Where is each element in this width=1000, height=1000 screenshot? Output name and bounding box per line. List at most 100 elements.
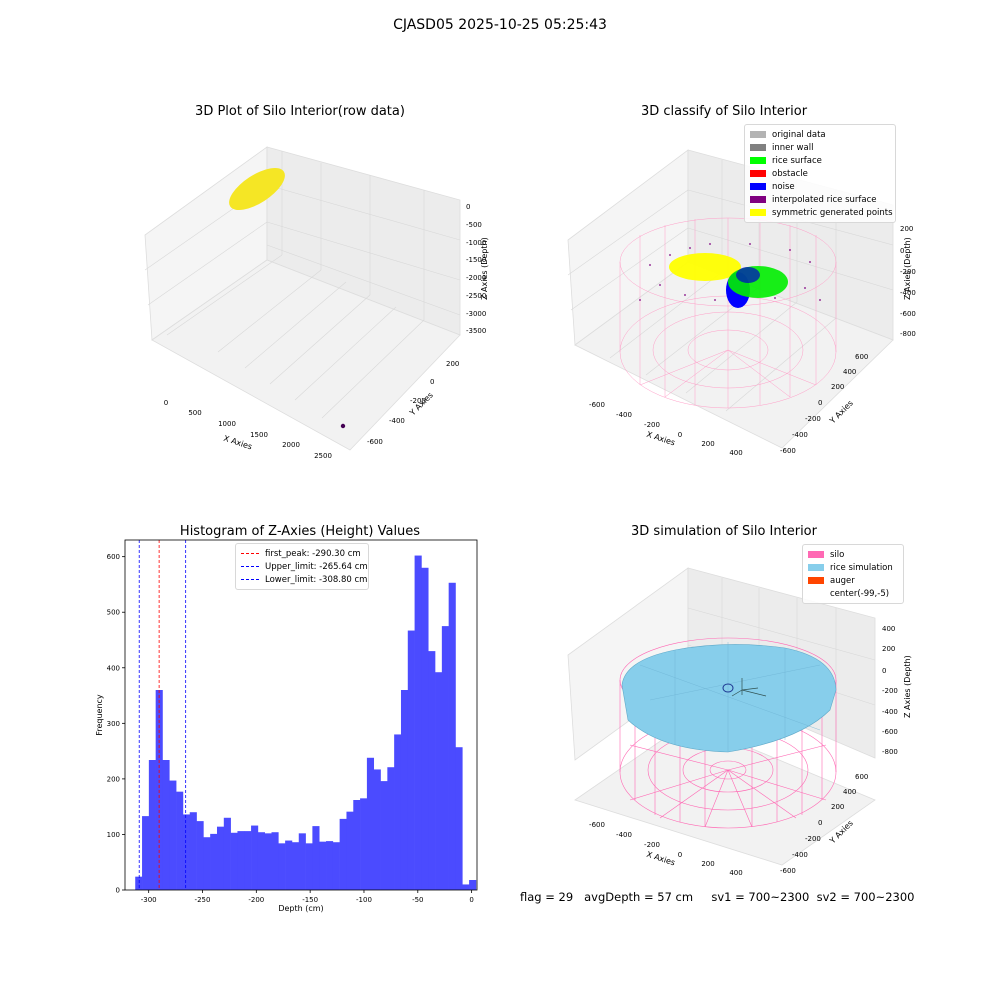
panel1-ztick: -3500 <box>466 327 486 335</box>
panel4-center-marker <box>722 683 734 693</box>
panel1-xtick: 2000 <box>282 441 300 449</box>
panel2-ytick: -200 <box>805 415 821 423</box>
panel2-zlabel: Z Axies (Depth) <box>903 237 912 300</box>
panel2-title: 3D classify of Silo Interior <box>640 104 808 119</box>
panel1-xtick: 1500 <box>250 431 268 439</box>
xtick-label: 0 <box>469 896 473 904</box>
panel1-xtick: 0 <box>164 399 168 407</box>
histogram-bar <box>400 690 409 890</box>
histogram-bar <box>366 757 375 890</box>
legend-entry: rice simulation <box>808 561 898 574</box>
panel2-xtick: -200 <box>644 421 660 429</box>
histogram-bar <box>148 760 156 890</box>
legend-swatch <box>750 183 766 190</box>
histogram-bar <box>237 831 245 890</box>
xtick-label: -300 <box>141 896 157 904</box>
histogram-bar <box>251 825 259 890</box>
legend-label: original data <box>772 129 826 140</box>
legend-swatch <box>750 209 766 216</box>
panel2-ytick: -400 <box>792 431 808 439</box>
panel3-histogram: -300 -250 -200 -150 -100 -50 0 0 100 200 300 400 50… <box>95 539 478 913</box>
legend-line-swatch <box>241 553 259 554</box>
histogram-bar <box>332 842 340 890</box>
histogram-bar <box>305 843 313 890</box>
panel1-3d-plot: 0 500 1000 1500 2000 2500 X Axies -600 -… <box>144 146 489 460</box>
xtick-label: -250 <box>195 896 211 904</box>
panel4-ytick: -600 <box>780 867 796 875</box>
histogram-bar <box>135 876 143 890</box>
xtick-label: -100 <box>356 896 372 904</box>
panel2-ztick: -400 <box>900 289 916 297</box>
panel3-legend: first_peak: -290.30 cm Upper_limit: -265… <box>235 543 369 590</box>
histogram-bar <box>182 814 191 890</box>
histogram-bar <box>462 884 470 890</box>
histogram-bar <box>312 826 320 890</box>
histogram-bar <box>414 555 422 890</box>
histogram-bar <box>360 798 368 890</box>
histogram-bar <box>435 672 443 890</box>
panel4-xtick: 400 <box>729 869 742 877</box>
panel1-xtick: 2500 <box>314 452 332 460</box>
panel2-xlabel: X Axies <box>645 430 676 448</box>
panel2-ytick: 0 <box>818 399 822 407</box>
panel4-auger <box>731 678 767 697</box>
histogram-bar <box>407 630 415 890</box>
panel2-ytick: 400 <box>843 368 856 376</box>
panel4-ztick: 0 <box>882 667 886 675</box>
histogram-bar <box>264 833 272 890</box>
panel4-ytick: -200 <box>805 835 821 843</box>
histogram-bar <box>387 767 395 890</box>
histogram-bar <box>257 832 265 890</box>
panel2-interpolated-surface <box>639 243 821 303</box>
legend-entry: auger <box>808 574 898 587</box>
histogram-bar <box>394 734 402 890</box>
ytick-label: 400 <box>107 664 120 672</box>
histogram-bar <box>441 626 449 890</box>
panel2-symmetric-points <box>669 253 741 281</box>
panel4-zlabel: Z Axies (Depth) <box>903 655 912 718</box>
histogram-bar <box>421 567 429 890</box>
histogram-bar <box>203 837 211 890</box>
panel2-xtick: -400 <box>616 411 632 419</box>
histogram-bar <box>339 818 347 890</box>
histogram-bar <box>162 760 170 890</box>
histogram-bar <box>176 791 184 890</box>
panel1-title: 3D Plot of Silo Interior(row data) <box>195 104 405 119</box>
panel1-ztick: -1000 <box>466 239 486 247</box>
panel1-ztick: -3000 <box>466 310 486 318</box>
legend-swatch <box>808 551 824 558</box>
legend-label: interpolated rice surface <box>772 194 877 205</box>
legend-entry: symmetric generated points <box>750 206 893 219</box>
legend-entry: interpolated rice surface <box>750 193 890 206</box>
panel2-legend: original data inner wall rice surface ob… <box>744 124 896 223</box>
histogram-bar <box>428 651 436 890</box>
panel2-xtick: 400 <box>729 449 742 457</box>
panel1-ytick: 0 <box>430 378 434 386</box>
legend-entry: inner wall <box>750 141 890 154</box>
histogram-bar <box>326 841 334 890</box>
panel2-ztick: 0 <box>900 247 904 255</box>
panel2-xtick: 200 <box>701 440 714 448</box>
histogram-bar <box>244 831 252 890</box>
histogram-bar <box>380 781 388 890</box>
panel1-ztick: 0 <box>466 203 470 211</box>
ytick-label: 300 <box>107 720 120 728</box>
legend-entry: Upper_limit: -265.64 cm <box>241 560 368 573</box>
panel4-ztick: -200 <box>882 687 898 695</box>
panel2-xtick: -600 <box>589 401 605 409</box>
histogram-bar <box>278 843 286 890</box>
legend-label: Lower_limit: -308.80 cm <box>265 574 368 585</box>
panel3-title: Histogram of Z-Axies (Height) Values <box>179 524 421 539</box>
legend-label: center(-99,-5) <box>830 588 890 599</box>
xtick-label: -200 <box>248 896 264 904</box>
panel4-xtick: 0 <box>678 851 682 859</box>
panel2-xtick: 0 <box>678 431 682 439</box>
panel4-ztick: -800 <box>882 748 898 756</box>
legend-label: Upper_limit: -265.64 cm <box>265 561 368 572</box>
legend-entry: obstacle <box>750 167 890 180</box>
ytick-label: 0 <box>116 887 120 895</box>
panel1-ztick: -2500 <box>466 292 486 300</box>
legend-entry: silo <box>808 548 898 561</box>
panel2-noise-points-2 <box>736 267 760 283</box>
panel1-xlabel: X Axies <box>222 434 253 452</box>
